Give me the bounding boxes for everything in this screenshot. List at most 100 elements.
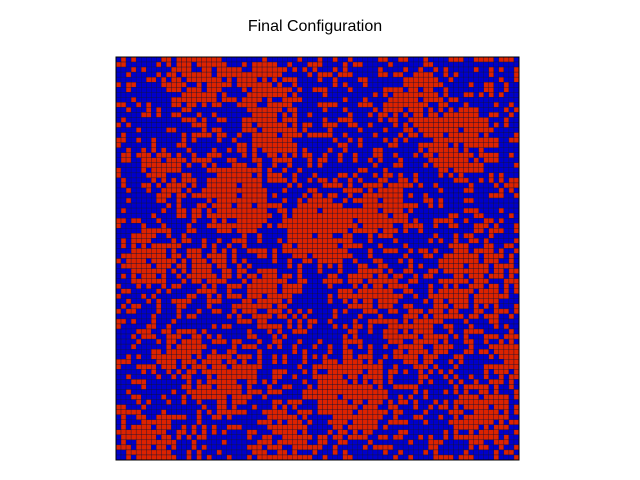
heatmap-cell xyxy=(292,56,298,63)
heatmap-cell xyxy=(458,293,464,299)
heatmap-cell xyxy=(483,263,489,269)
heatmap-cell xyxy=(483,157,489,163)
heatmap-cell xyxy=(196,364,202,370)
heatmap-cell xyxy=(251,328,258,335)
heatmap-cell xyxy=(166,253,172,259)
heatmap-cell xyxy=(115,132,122,138)
heatmap-cell xyxy=(226,157,233,163)
heatmap-cell xyxy=(287,132,293,138)
heatmap-cell xyxy=(201,132,207,138)
heatmap-cell xyxy=(246,66,253,73)
heatmap-cell xyxy=(141,197,147,204)
heatmap-cell xyxy=(337,71,343,78)
heatmap-cell xyxy=(135,348,142,355)
heatmap-cell xyxy=(115,56,122,63)
heatmap-cell xyxy=(241,197,248,204)
heatmap-cell xyxy=(302,328,308,335)
heatmap-cell xyxy=(327,82,333,88)
heatmap-cell xyxy=(478,202,484,209)
heatmap-cell xyxy=(256,278,263,284)
heatmap-cell xyxy=(277,56,283,63)
heatmap-cell xyxy=(508,157,515,163)
heatmap-cell xyxy=(478,218,484,224)
heatmap-cell xyxy=(191,71,197,78)
heatmap-cell xyxy=(342,177,348,184)
heatmap-cell xyxy=(181,218,187,224)
heatmap-cell xyxy=(458,323,464,330)
heatmap-cell xyxy=(367,348,374,355)
heatmap-cell xyxy=(453,308,459,315)
heatmap-cell xyxy=(251,288,258,294)
heatmap-cell xyxy=(428,283,434,289)
heatmap-cell xyxy=(473,87,479,93)
heatmap-cell xyxy=(397,323,404,330)
heatmap-cell xyxy=(483,132,489,138)
heatmap-cell xyxy=(413,212,419,219)
heatmap-cell xyxy=(438,348,444,355)
heatmap-cell xyxy=(287,56,293,63)
heatmap-cell xyxy=(453,66,459,73)
heatmap-cell xyxy=(448,177,454,184)
heatmap-cell xyxy=(327,202,333,209)
heatmap-cell xyxy=(206,66,212,73)
heatmap-cell xyxy=(221,343,227,350)
heatmap-cell xyxy=(468,283,474,289)
heatmap-cell xyxy=(407,328,414,335)
heatmap-cell xyxy=(171,202,177,209)
heatmap-cell xyxy=(171,288,177,294)
heatmap-cell xyxy=(508,187,515,194)
heatmap-cell xyxy=(146,303,152,310)
heatmap-cell xyxy=(271,228,278,234)
heatmap-cell xyxy=(337,268,343,274)
heatmap-cell xyxy=(493,66,500,73)
heatmap-cell xyxy=(246,258,253,264)
heatmap-cell xyxy=(382,207,389,214)
heatmap-cell xyxy=(478,66,484,73)
heatmap-cell xyxy=(513,127,520,133)
heatmap-cell xyxy=(282,142,288,148)
heatmap-cell xyxy=(387,197,394,204)
heatmap-cell xyxy=(448,71,454,78)
heatmap-cell xyxy=(130,61,137,68)
heatmap-cell xyxy=(125,97,132,103)
heatmap-cell xyxy=(241,71,248,78)
heatmap-cell xyxy=(271,293,278,299)
heatmap-cell xyxy=(130,369,137,375)
heatmap-cell xyxy=(372,187,379,194)
heatmap-cell xyxy=(256,61,263,68)
heatmap-cell xyxy=(498,338,505,345)
heatmap-cell xyxy=(407,127,414,133)
heatmap-cell xyxy=(302,303,308,310)
heatmap-cell xyxy=(493,288,500,294)
heatmap-cell xyxy=(171,102,177,108)
heatmap-cell xyxy=(271,147,278,153)
heatmap-cell xyxy=(433,328,439,335)
heatmap-cell xyxy=(413,92,419,98)
heatmap-cell xyxy=(186,248,192,254)
heatmap-cell xyxy=(397,354,404,360)
heatmap-cell xyxy=(196,283,202,289)
heatmap-cell xyxy=(418,167,424,174)
heatmap-cell xyxy=(181,142,187,148)
heatmap-cell xyxy=(130,243,137,249)
heatmap-cell xyxy=(488,253,494,259)
heatmap-cell xyxy=(241,318,248,325)
heatmap-cell xyxy=(352,157,358,163)
heatmap-cell xyxy=(463,112,469,118)
heatmap-cell xyxy=(201,71,207,78)
heatmap-cell xyxy=(297,87,303,93)
heatmap-cell xyxy=(503,263,510,269)
heatmap-cell xyxy=(493,132,500,138)
heatmap-cell xyxy=(292,369,298,375)
heatmap-cell xyxy=(266,207,273,214)
heatmap-cell xyxy=(282,182,288,189)
heatmap-cell xyxy=(271,369,278,375)
heatmap-cell xyxy=(312,66,318,73)
heatmap-cell xyxy=(423,127,429,133)
heatmap-cell xyxy=(186,308,192,315)
heatmap-cell xyxy=(397,258,404,264)
heatmap-cell xyxy=(221,328,227,335)
heatmap-cell xyxy=(352,162,358,168)
heatmap-cell xyxy=(347,157,353,163)
heatmap-cell xyxy=(196,107,202,113)
